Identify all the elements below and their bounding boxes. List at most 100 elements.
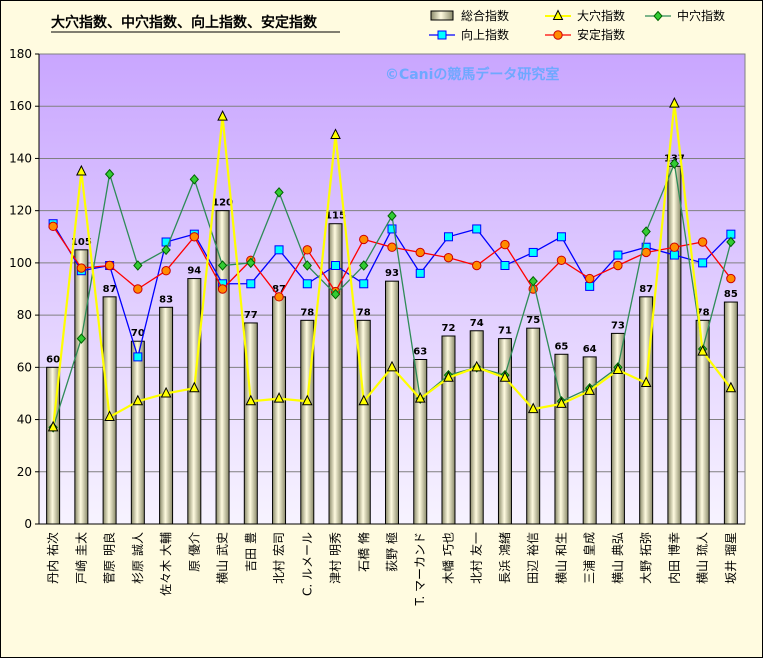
- circle-marker: [189, 232, 200, 242]
- square-marker: [613, 250, 623, 260]
- bar-data-label: 74: [470, 318, 484, 329]
- bar-data-label: 78: [696, 307, 710, 318]
- circle-marker: [443, 252, 454, 263]
- triangle-marker: [443, 371, 454, 382]
- triangle-marker: [552, 9, 564, 20]
- line-series: [47, 96, 737, 433]
- circle-marker: [48, 221, 58, 232]
- triangle-marker: [414, 392, 426, 403]
- bar-data-label: 78: [357, 307, 371, 318]
- triangle-marker: [245, 394, 257, 406]
- bar-data-label: 115: [325, 211, 346, 222]
- x-category-label: 佐々木 大輔: [159, 532, 173, 596]
- x-category-label: 北村 宏司: [271, 532, 286, 584]
- triangle-marker: [217, 110, 228, 121]
- bar: [441, 335, 456, 525]
- bar-series: 60 105 87 70 83 94 120 77 87 78 115 78 93 63 72 74 71 75 6…: [46, 153, 738, 525]
- x-category-label: 大野 拓弥: [638, 532, 653, 584]
- square-marker: [274, 245, 284, 255]
- x-category-label: 三浦 皇成: [583, 532, 597, 584]
- diamond-marker: [387, 210, 397, 222]
- square-marker: [698, 258, 708, 268]
- diamond-marker: [330, 288, 341, 300]
- bar: [554, 353, 569, 525]
- diamond-marker: [528, 275, 538, 287]
- bar-data-label: 71: [498, 326, 512, 337]
- circle-marker: [161, 266, 171, 276]
- bar: [159, 306, 174, 525]
- diamond-marker: [104, 168, 115, 180]
- triangle-marker: [612, 363, 624, 374]
- triangle-marker: [301, 394, 313, 406]
- bar-data-label: 120: [212, 198, 233, 209]
- y-tick-label: 0: [24, 517, 32, 531]
- x-category-label: 戸崎 圭太: [73, 532, 88, 584]
- bar-data-label: 87: [639, 284, 653, 295]
- x-category-label: 木幡 巧也: [440, 532, 455, 584]
- bar: [328, 223, 343, 525]
- triangle-marker: [47, 420, 59, 432]
- bar-data-label: 75: [526, 315, 540, 326]
- bar: [272, 296, 287, 525]
- triangle-marker: [358, 394, 370, 406]
- x-category-label: 北村 友一: [470, 532, 484, 584]
- triangle-marker: [640, 376, 652, 387]
- diamond-marker: [161, 244, 171, 256]
- circle-marker: [104, 260, 115, 271]
- square-marker: [437, 30, 447, 40]
- bar-data-label: 64: [583, 344, 597, 355]
- bar-data-label: 105: [71, 237, 92, 248]
- legend-label: 総合指数: [461, 8, 509, 23]
- circle-marker: [415, 247, 425, 258]
- circle-marker: [274, 292, 284, 302]
- y-tick-label: 100: [9, 256, 32, 270]
- triangle-marker: [330, 128, 341, 139]
- triangle-marker: [471, 360, 483, 372]
- square-marker: [302, 279, 312, 289]
- y-tick-label: 140: [9, 151, 32, 165]
- circle-marker: [359, 234, 369, 245]
- triangle-marker: [132, 394, 144, 406]
- bar-data-label: 93: [385, 268, 399, 279]
- y-tick-label: 20: [17, 465, 32, 479]
- circle-marker: [556, 255, 567, 265]
- triangle-marker: [527, 402, 539, 414]
- x-category-label: 丹内 祐次: [46, 532, 60, 584]
- bar-data-label: 85: [724, 289, 738, 300]
- circle-marker: [133, 284, 143, 294]
- x-category-label: C. ルメール: [300, 532, 314, 596]
- bar: [667, 165, 682, 525]
- legend-swatch: [430, 10, 454, 21]
- circle-marker: [726, 273, 736, 284]
- legend-label: 向上指数: [461, 27, 509, 42]
- diamond-marker: [653, 10, 663, 22]
- square-marker: [331, 261, 341, 270]
- circle-marker: [472, 260, 482, 271]
- bar-data-label: 87: [272, 284, 286, 295]
- bar: [413, 359, 428, 525]
- circle-marker: [387, 242, 397, 252]
- legend-label: 大穴指数: [577, 8, 625, 23]
- square-marker: [472, 224, 482, 234]
- x-axis-categories: 丹内 祐次 戸崎 圭太 菅原 明良 杉原 誠人 佐々木 大輔原 優介 横山 武史 吉田 豊北…: [46, 532, 738, 607]
- square-marker: [585, 281, 595, 291]
- bar-data-label: 65: [554, 341, 568, 352]
- x-category-label: 菅原 明良: [102, 532, 117, 584]
- y-tick-label: 40: [17, 413, 32, 427]
- diamond-marker: [641, 226, 651, 237]
- bar: [497, 338, 512, 525]
- x-category-label: 原 優介: [187, 532, 201, 572]
- y-tick-label: 160: [9, 99, 32, 113]
- x-category-label: 横山 武史: [216, 532, 230, 584]
- legend-label: 中穴指数: [677, 8, 725, 23]
- diamond-marker: [246, 257, 256, 269]
- circle-marker: [697, 237, 708, 247]
- circle-marker: [641, 247, 651, 258]
- chart-title: 大穴指数、中穴指数、向上指数、安定指数: [51, 14, 318, 31]
- bar-data-label: 70: [131, 328, 145, 339]
- bar-data-label: 78: [300, 307, 314, 318]
- x-category-label: 石橋 脩: [357, 532, 371, 572]
- bar: [74, 249, 89, 525]
- circle-marker: [500, 239, 510, 250]
